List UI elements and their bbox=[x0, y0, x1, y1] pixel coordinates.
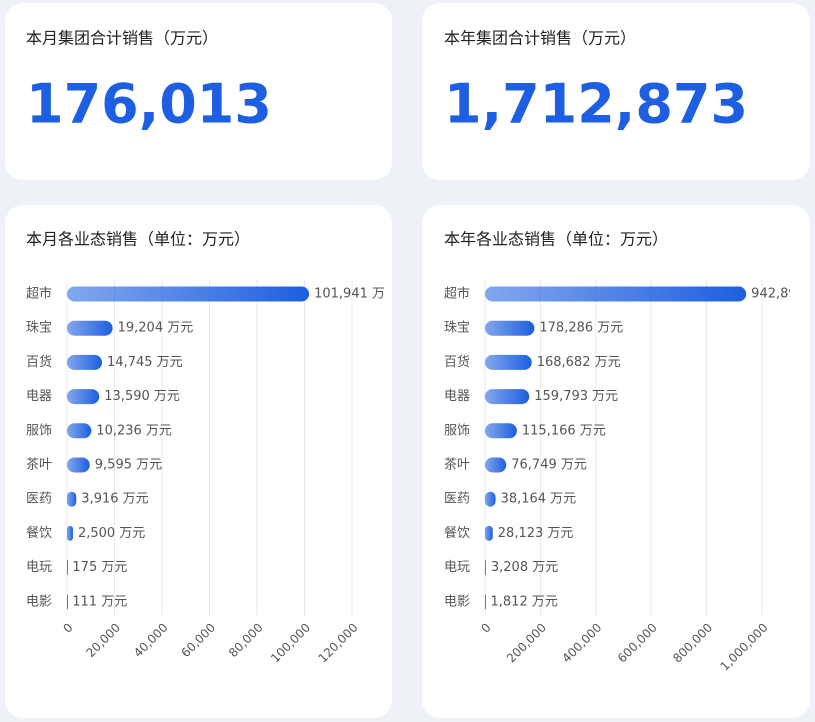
chart-title: 本月各业态销售（单位：万元） bbox=[26, 230, 250, 249]
category-label: 电器 bbox=[444, 389, 470, 404]
value-label: 14,745 万元 bbox=[107, 355, 183, 370]
card-title: 本年集团合计销售（万元） bbox=[444, 29, 636, 48]
category-label: 医药 bbox=[444, 492, 470, 507]
bar bbox=[67, 491, 77, 507]
bar bbox=[485, 354, 532, 370]
kpi-value: 176,013 bbox=[26, 73, 272, 136]
value-label: 1,812 万元 bbox=[491, 594, 558, 609]
card-title: 本月集团合计销售（万元） bbox=[26, 29, 218, 48]
value-label: 9,595 万元 bbox=[95, 458, 162, 473]
bar bbox=[67, 354, 103, 370]
category-label: 茶叶 bbox=[444, 457, 470, 473]
category-label: 服饰 bbox=[26, 423, 52, 438]
category-label: 电影 bbox=[26, 594, 52, 609]
bar bbox=[485, 286, 747, 302]
bar bbox=[67, 286, 310, 302]
category-label: 百货 bbox=[444, 354, 470, 370]
value-label: 19,204 万元 bbox=[118, 321, 194, 336]
category-label: 电器 bbox=[26, 389, 52, 404]
value-label: 168,682 万元 bbox=[537, 355, 621, 370]
category-label: 百货 bbox=[26, 354, 52, 370]
value-label: 3,916 万元 bbox=[81, 492, 148, 507]
value-label: 38,164 万元 bbox=[501, 492, 577, 507]
category-label: 服饰 bbox=[444, 423, 470, 438]
value-label: 28,123 万元 bbox=[498, 526, 574, 541]
value-label: 115,166 万元 bbox=[522, 423, 606, 438]
bar bbox=[485, 594, 486, 610]
category-label: 电玩 bbox=[444, 560, 470, 575]
bar bbox=[485, 320, 535, 336]
bar bbox=[485, 423, 517, 439]
value-label: 178,286 万元 bbox=[539, 321, 623, 336]
bar bbox=[67, 560, 68, 576]
value-label: 2,500 万元 bbox=[78, 526, 145, 541]
bar bbox=[485, 457, 507, 473]
chart-title: 本年各业态销售（单位：万元） bbox=[444, 230, 668, 249]
category-label: 餐饮 bbox=[26, 525, 52, 541]
value-label: 175 万元 bbox=[72, 560, 127, 575]
kpi-value: 1,712,873 bbox=[444, 73, 748, 136]
value-label: 13,590 万元 bbox=[104, 389, 180, 404]
category-label: 电玩 bbox=[26, 560, 52, 575]
value-label: 3,208 万元 bbox=[491, 560, 558, 575]
category-label: 珠宝 bbox=[26, 321, 52, 336]
category-label: 超市 bbox=[444, 286, 470, 302]
bar bbox=[485, 491, 496, 507]
card bbox=[5, 3, 392, 180]
value-label: 942,896 万元 bbox=[751, 287, 815, 302]
value-label: 76,749 万元 bbox=[511, 458, 587, 473]
value-label: 101,941 万元 bbox=[314, 287, 398, 302]
bar bbox=[67, 389, 100, 405]
value-label: 111 万元 bbox=[72, 594, 127, 609]
bar bbox=[485, 389, 530, 405]
card bbox=[422, 3, 810, 180]
category-label: 电影 bbox=[444, 594, 470, 609]
value-label: 159,793 万元 bbox=[534, 389, 618, 404]
bar bbox=[67, 320, 113, 336]
bar bbox=[67, 525, 73, 541]
bar bbox=[67, 594, 68, 610]
category-label: 珠宝 bbox=[444, 321, 470, 336]
bar bbox=[485, 525, 493, 541]
bar bbox=[67, 457, 90, 473]
bar bbox=[67, 423, 92, 439]
bar bbox=[485, 560, 486, 576]
category-label: 餐饮 bbox=[444, 525, 470, 541]
category-label: 超市 bbox=[26, 286, 52, 302]
value-label: 10,236 万元 bbox=[96, 423, 172, 438]
category-label: 茶叶 bbox=[26, 457, 52, 473]
category-label: 医药 bbox=[26, 492, 52, 507]
